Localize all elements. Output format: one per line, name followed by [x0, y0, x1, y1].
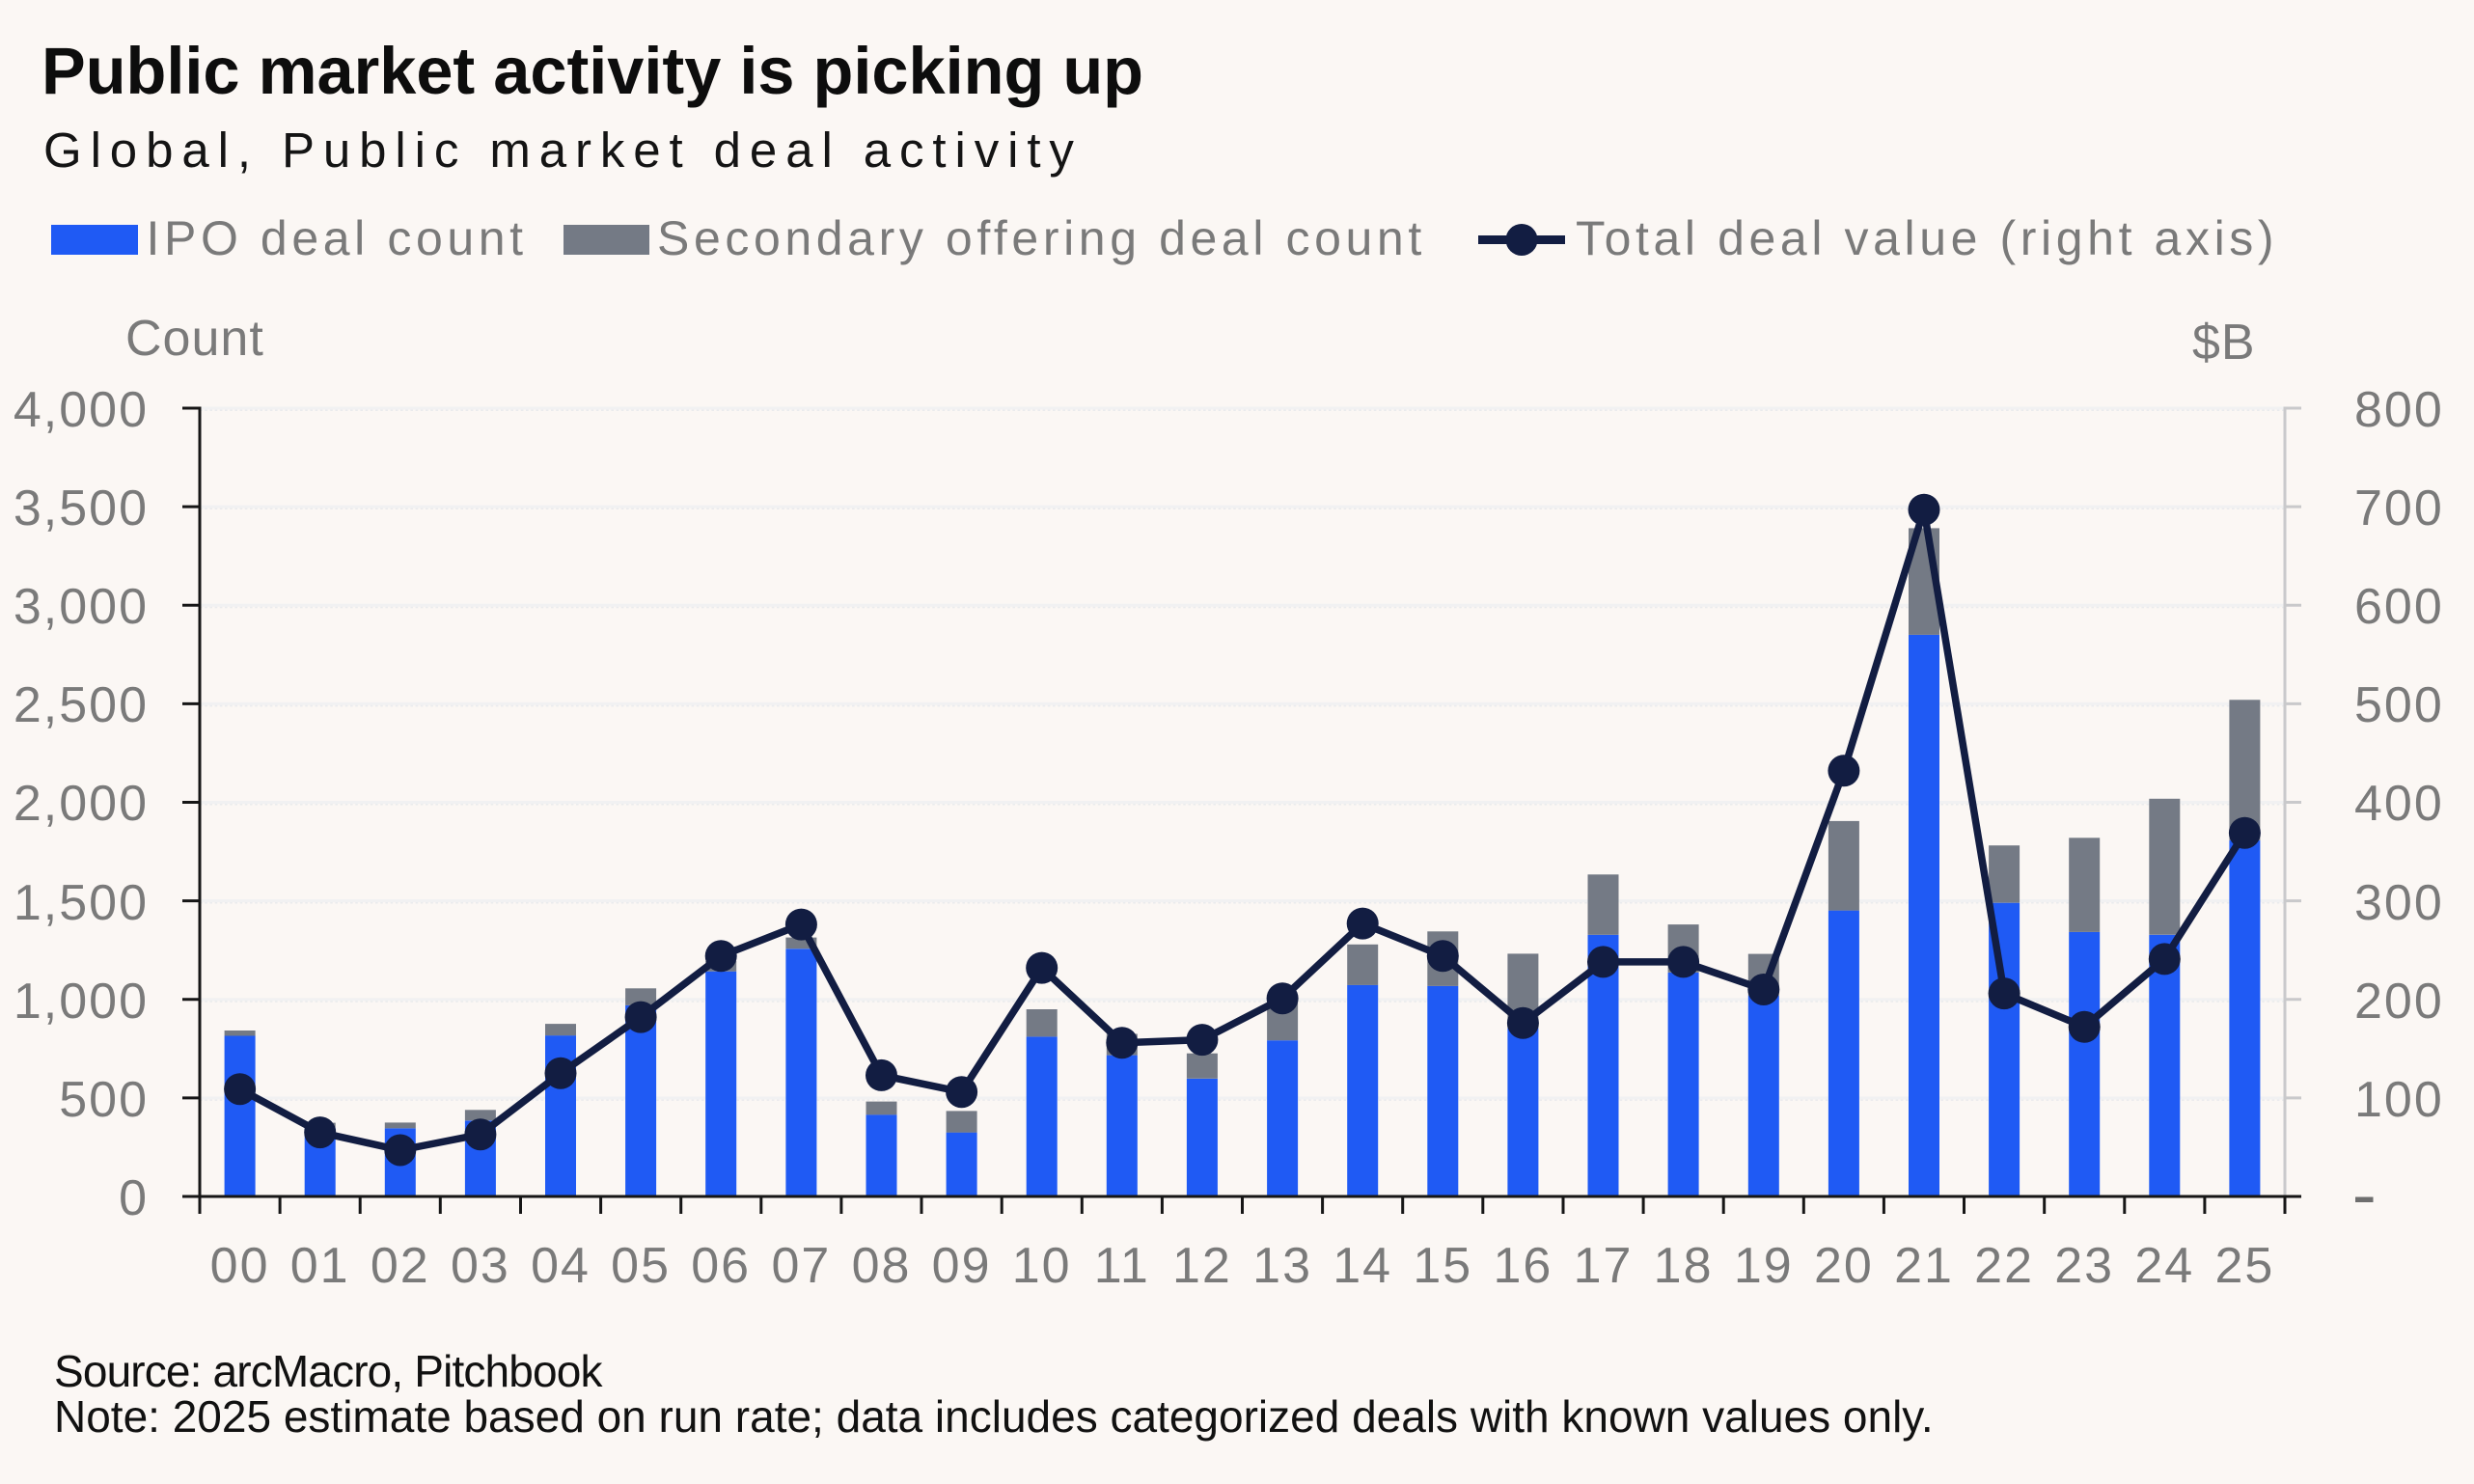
svg-text:00: 00 [210, 1238, 270, 1294]
svg-text:15: 15 [1413, 1238, 1472, 1294]
svg-text:03: 03 [451, 1238, 510, 1294]
svg-text:12: 12 [1172, 1238, 1232, 1294]
svg-text:13: 13 [1252, 1238, 1312, 1294]
svg-text:2,500: 2,500 [14, 677, 149, 733]
svg-text:16: 16 [1493, 1238, 1553, 1294]
svg-text:4,000: 4,000 [14, 382, 149, 438]
svg-text:01: 01 [290, 1238, 350, 1294]
svg-text:600: 600 [2354, 579, 2444, 635]
svg-text:07: 07 [771, 1238, 831, 1294]
svg-text:2,000: 2,000 [14, 776, 149, 832]
svg-text:1,500: 1,500 [14, 875, 149, 931]
svg-text:25: 25 [2214, 1238, 2274, 1294]
svg-text:14: 14 [1333, 1238, 1392, 1294]
svg-text:17: 17 [1574, 1238, 1634, 1294]
svg-text:21: 21 [1894, 1238, 1954, 1294]
svg-text:23: 23 [2054, 1238, 2114, 1294]
svg-text:500: 500 [2354, 677, 2444, 733]
svg-text:02: 02 [371, 1238, 430, 1294]
svg-text:10: 10 [1012, 1238, 1072, 1294]
svg-text:IPO deal count: IPO deal count [147, 211, 528, 265]
svg-text:400: 400 [2354, 776, 2444, 832]
svg-text:200: 200 [2354, 974, 2444, 1030]
svg-text:Count: Count [125, 311, 264, 367]
svg-text:Global, Public market deal act: Global, Public market deal activity [43, 123, 1083, 178]
svg-text:$B: $B [2192, 315, 2256, 371]
svg-text:24: 24 [2134, 1238, 2194, 1294]
svg-text:06: 06 [691, 1238, 751, 1294]
svg-text:Note: 2025 estimate based on r: Note: 2025 estimate based on run rate; d… [54, 1391, 1934, 1442]
svg-text:08: 08 [852, 1238, 912, 1294]
svg-text:09: 09 [932, 1238, 992, 1294]
svg-text:11: 11 [1094, 1238, 1150, 1294]
svg-text:22: 22 [1974, 1238, 2034, 1294]
svg-text:Secondary offering deal count: Secondary offering deal count [657, 211, 1426, 265]
svg-text:19: 19 [1734, 1238, 1794, 1294]
svg-text:05: 05 [611, 1238, 671, 1294]
svg-text:700: 700 [2354, 481, 2444, 536]
svg-text:20: 20 [1814, 1238, 1874, 1294]
svg-text:1,000: 1,000 [14, 974, 149, 1030]
svg-text:100: 100 [2354, 1072, 2444, 1128]
svg-text:18: 18 [1654, 1238, 1714, 1294]
svg-text:Public market activity is pick: Public market activity is picking up [41, 34, 1143, 108]
svg-text:300: 300 [2354, 875, 2444, 931]
svg-text:3,500: 3,500 [14, 481, 149, 536]
svg-text:0: 0 [119, 1170, 149, 1226]
svg-text:500: 500 [59, 1072, 149, 1128]
svg-text:Source: arcMacro, Pitchbook: Source: arcMacro, Pitchbook [54, 1346, 603, 1396]
svg-text:Total deal value (right axis): Total deal value (right axis) [1576, 211, 2278, 265]
svg-text:3,000: 3,000 [14, 579, 149, 635]
svg-text:04: 04 [531, 1238, 591, 1294]
svg-text:800: 800 [2354, 382, 2444, 438]
